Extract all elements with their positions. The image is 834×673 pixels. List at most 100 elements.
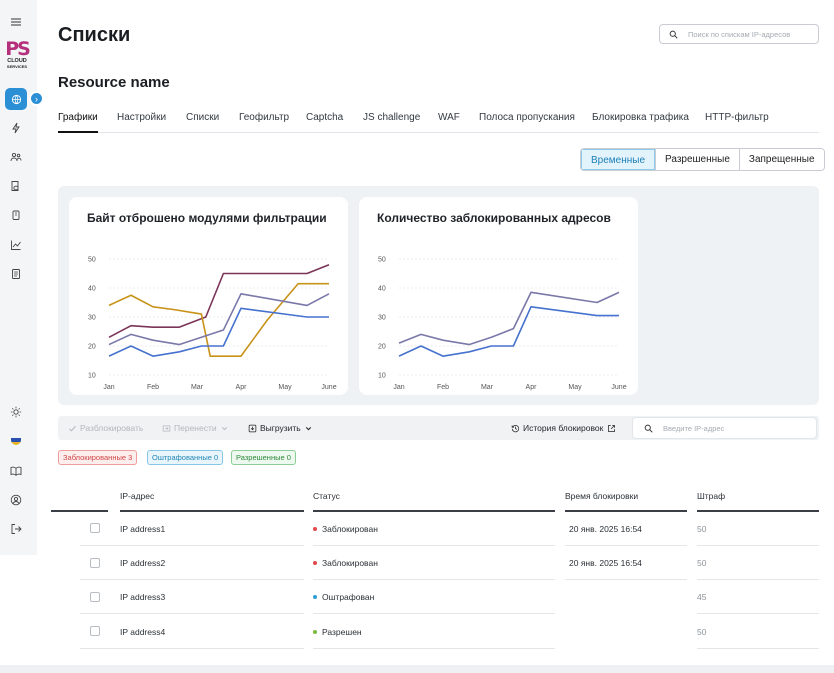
list-type-switch: Временные Разрешенные Запрещенные: [580, 148, 825, 171]
x-tick-label: Apr: [526, 384, 538, 391]
logout-icon[interactable]: [9, 522, 23, 536]
book-icon[interactable]: [9, 464, 23, 478]
status-cell: Разрешен: [313, 627, 362, 637]
tab-js-challenge[interactable]: JS challenge: [363, 112, 421, 123]
top-search[interactable]: [659, 24, 819, 44]
segment-allowed[interactable]: Разрешенные: [655, 149, 739, 170]
x-tick-label: Jan: [393, 384, 404, 391]
tab-graphs[interactable]: Графики: [58, 112, 98, 133]
x-tick-label: Mar: [191, 384, 204, 391]
search-input[interactable]: [688, 29, 813, 39]
sun-icon[interactable]: [9, 405, 23, 419]
column-header-ip[interactable]: IP-адрес: [120, 491, 155, 501]
x-tick-label: Feb: [437, 384, 449, 391]
shield-file-icon[interactable]: [9, 179, 23, 193]
unblock-button[interactable]: Разблокировать: [68, 416, 143, 440]
move-button[interactable]: Перенести: [162, 416, 229, 440]
search-icon: [669, 30, 678, 39]
ip-search[interactable]: [632, 417, 817, 439]
ip-search-input[interactable]: [663, 423, 813, 433]
page-title: Списки: [58, 24, 131, 46]
series-line: [398, 291, 620, 346]
header-divider: [51, 510, 108, 512]
status-dot: [313, 560, 317, 565]
filter-badge-blocked[interactable]: Заблокированные 3: [58, 450, 138, 465]
x-tick-label: May: [568, 384, 582, 391]
segment-temporary[interactable]: Временные: [581, 149, 656, 170]
segment-forbidden[interactable]: Запрещенные: [738, 149, 824, 170]
row-divider: [80, 613, 304, 614]
row-divider: [313, 579, 555, 580]
menu-icon[interactable]: [9, 15, 23, 29]
y-tick-label: 30: [88, 315, 96, 322]
chart-card-blocked: Количество заблокированных адресов 10 20 3…: [359, 197, 638, 395]
row-divider: [697, 613, 819, 614]
x-tick-label: June: [611, 384, 626, 391]
x-tick-label: Apr: [236, 384, 248, 391]
fine-cell: 50: [697, 627, 707, 637]
tab-traffic-blocking[interactable]: Блокировка трафика: [592, 112, 689, 123]
expand-sidebar-icon[interactable]: ›: [29, 91, 44, 106]
row-divider: [313, 545, 555, 546]
y-tick-label: 10: [378, 373, 386, 380]
check-icon: [69, 425, 76, 431]
filter-badge-fined[interactable]: Оштрафованные 0: [147, 450, 224, 465]
row-checkbox[interactable]: [90, 523, 100, 533]
row-checkbox[interactable]: [90, 592, 100, 602]
fine-cell: 50: [697, 558, 707, 568]
row-divider: [565, 545, 687, 546]
external-link-icon: [608, 424, 616, 432]
header-divider: [120, 510, 304, 512]
tab-http-filter[interactable]: HTTP-фильтр: [705, 112, 769, 123]
row-divider: [565, 579, 687, 580]
header-divider: [697, 510, 819, 512]
time-cell: 20 янв. 2025 16:54: [569, 558, 642, 568]
header-divider: [565, 510, 687, 512]
clipboard-icon[interactable]: [9, 208, 23, 222]
fine-cell: 50: [697, 524, 707, 534]
chevron-down-icon: [221, 426, 227, 430]
export-button[interactable]: Выгрузить: [248, 416, 313, 440]
bolt-icon[interactable]: [9, 121, 23, 135]
tab-settings[interactable]: Настройки: [117, 112, 167, 123]
tab-captcha[interactable]: Captcha: [306, 112, 344, 123]
x-tick-label: May: [278, 384, 292, 391]
column-header-fine[interactable]: Штраф: [697, 491, 726, 501]
status-dot: [313, 629, 317, 634]
globe-icon[interactable]: [5, 88, 27, 110]
chevron-down-icon: [305, 426, 311, 430]
users-icon[interactable]: [9, 150, 23, 164]
ip-cell: IP address1: [120, 524, 166, 534]
series-line: [108, 293, 330, 346]
chart-line-icon[interactable]: [9, 238, 23, 252]
ip-cell: IP address4: [120, 627, 166, 637]
block-history-link[interactable]: История блокировок: [511, 416, 616, 440]
column-header-time[interactable]: Время блокировки: [565, 491, 639, 501]
user-circle-icon[interactable]: [9, 493, 23, 507]
ip-cell: IP address3: [120, 592, 166, 602]
chart-title: Байт отброшено модулями фильтрации: [87, 211, 327, 225]
status-dot: [313, 526, 317, 531]
document-icon[interactable]: [9, 267, 23, 281]
flag-icon[interactable]: [11, 438, 21, 445]
series-line: [398, 306, 619, 357]
status-cell: Заблокирован: [313, 524, 378, 534]
x-tick-label: June: [321, 384, 336, 391]
status-dot: [313, 594, 317, 599]
fine-cell: 45: [697, 592, 707, 602]
tab-lists[interactable]: Списки: [186, 112, 220, 123]
row-divider: [697, 648, 819, 649]
tab-geofilter[interactable]: Геофильтр: [239, 112, 290, 123]
row-checkbox[interactable]: [90, 626, 100, 636]
x-tick-label: Mar: [481, 384, 494, 391]
y-tick-label: 20: [88, 344, 96, 351]
tab-bandwidth[interactable]: Полоса пропускания: [479, 112, 575, 123]
row-checkbox[interactable]: [90, 558, 100, 568]
filter-badge-allowed[interactable]: Разрешенные 0: [231, 450, 296, 465]
column-header-status[interactable]: Статус: [313, 491, 340, 501]
tab-waf[interactable]: WAF: [438, 112, 460, 123]
y-tick-label: 10: [88, 373, 96, 380]
status-cell: Оштрафован: [313, 592, 374, 602]
row-divider: [80, 579, 304, 580]
chart-title: Количество заблокированных адресов: [377, 211, 611, 225]
